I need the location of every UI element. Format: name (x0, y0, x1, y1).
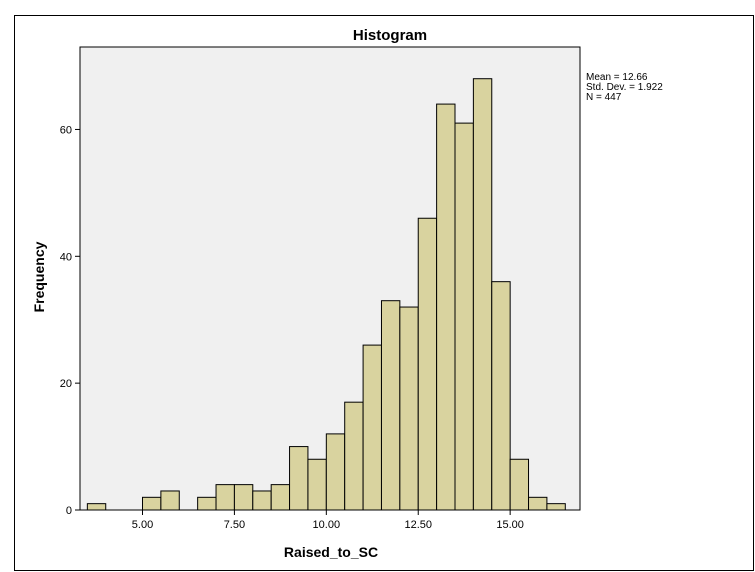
histogram-bar (472, 78, 493, 511)
x-tick-label: 15.00 (496, 519, 524, 531)
histogram-bar (325, 433, 346, 511)
y-tick-label: 20 (60, 378, 72, 390)
y-axis: 0 20 40 60 (60, 124, 80, 517)
histogram-bar (546, 503, 566, 511)
x-axis-title: Raised_to_SC (284, 544, 378, 560)
histogram-bar (380, 300, 401, 511)
histogram-bar (528, 496, 548, 511)
stats-line: Std. Dev. = 1.922 (586, 82, 663, 93)
stats-line: Mean = 12.66 (586, 72, 648, 83)
histogram-bar (197, 496, 217, 511)
histogram-bar (160, 490, 180, 511)
histogram-bar (436, 103, 456, 511)
x-axis: 5.00 7.50 10.00 12.50 15.00 (132, 510, 524, 531)
histogram-bar (252, 490, 272, 511)
y-tick-label: 40 (60, 251, 72, 263)
x-tick-label: 10.00 (313, 519, 341, 531)
histogram-bar (491, 281, 511, 511)
chart-title: Histogram (353, 27, 427, 44)
histogram-bar (307, 458, 327, 511)
y-tick-label: 60 (60, 124, 72, 136)
histogram-bar (289, 446, 309, 511)
histogram-bar (142, 496, 162, 511)
bars-group (86, 78, 566, 511)
histogram-bar (233, 484, 254, 511)
histogram-bar (362, 344, 382, 511)
histogram-bar (417, 217, 438, 511)
histogram-bar (344, 401, 364, 511)
histogram-bar (215, 484, 235, 511)
histogram-bar (454, 122, 474, 511)
y-tick-label: 0 (66, 505, 72, 517)
histogram-bar (399, 306, 419, 511)
histogram-bar (270, 484, 291, 511)
histogram-bar (86, 503, 107, 511)
x-tick-label: 5.00 (132, 519, 153, 531)
stats-line: N = 447 (586, 92, 622, 103)
histogram-bar (509, 458, 530, 511)
y-axis-title: Frequency (31, 241, 47, 312)
x-tick-label: 12.50 (404, 519, 432, 531)
x-tick-label: 7.50 (224, 519, 245, 531)
